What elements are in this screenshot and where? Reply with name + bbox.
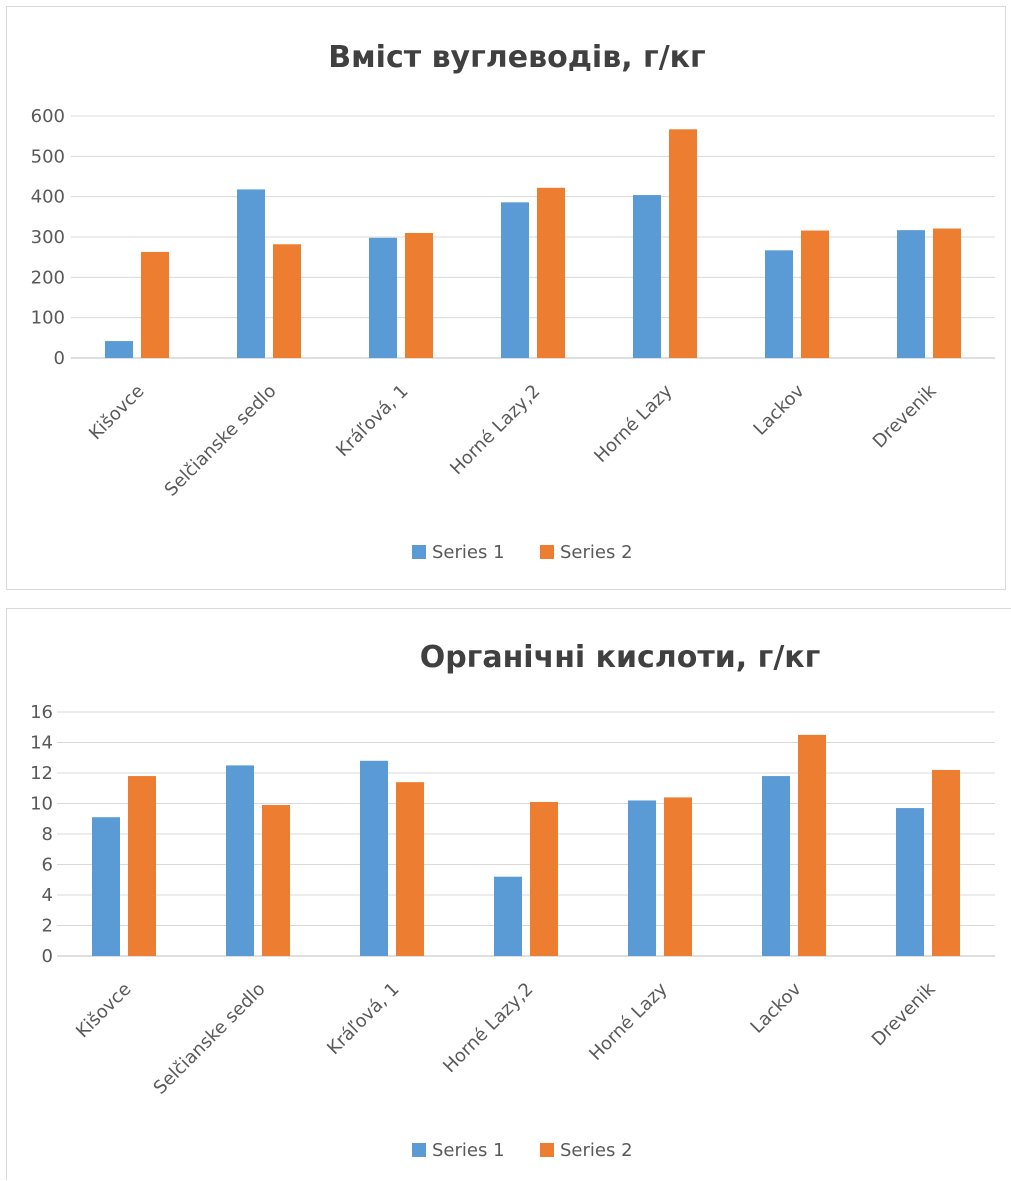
y-tick-label: 200: [31, 267, 65, 288]
bar-2: [530, 801, 558, 956]
bar-2: [262, 805, 290, 956]
legend-label: Series 1: [432, 542, 505, 563]
category-label: Drevenik: [868, 978, 940, 1050]
y-tick-label: 100: [31, 308, 65, 329]
y-tick-label: 0: [42, 946, 53, 967]
bar-2: [128, 776, 156, 956]
y-tick-label: 0: [54, 348, 65, 369]
bar-2: [801, 230, 829, 358]
organic-acids-chart: Органічні кислоти, г/кг 0 2 4 6 8 10 12 14 16 Kišo…: [6, 608, 1011, 1180]
organic-acids-chart-svg: Органічні кислоти, г/кг 0 2 4 6 8 10 12 14 16 Kišo…: [30, 640, 995, 1161]
bar-1: [765, 250, 793, 358]
bar-2: [405, 232, 433, 358]
bar-1: [105, 341, 133, 358]
bar-2: [669, 129, 697, 358]
bar-2: [933, 228, 961, 358]
legend-label: Series 2: [560, 542, 633, 563]
bar-2: [664, 797, 692, 956]
y-tick-label: 10: [30, 794, 53, 815]
y-tick-label: 4: [42, 885, 53, 906]
bar-1: [237, 189, 265, 358]
legend-entry: Series 2: [540, 542, 633, 563]
bar-2: [798, 734, 826, 956]
y-tick-label: 500: [31, 146, 65, 167]
category-label: Selčianske sedlo: [150, 979, 270, 1099]
category-label: Kráľová, 1: [332, 381, 412, 461]
carbohydrates-chart: Вміст вуглеводів, г/кг 0 100 200 300 400 500 60…: [6, 6, 1006, 590]
legend-swatch: [540, 1143, 554, 1157]
bar-1: [226, 765, 254, 956]
category-label: Horné Lazy,2: [446, 381, 544, 479]
y-tick-label: 300: [31, 227, 65, 248]
bar-2: [396, 782, 424, 956]
legend-swatch: [540, 545, 554, 559]
bar-1: [92, 817, 120, 956]
category-label: Horné Lazy,2: [439, 979, 537, 1077]
bar-1: [628, 800, 656, 956]
category-label: Horné Lazy: [590, 380, 677, 467]
category-label: Lackov: [750, 380, 809, 439]
category-label: Drevenik: [869, 380, 941, 452]
bar-1: [494, 876, 522, 956]
bar-2: [141, 251, 169, 358]
legend-swatch: [412, 545, 426, 559]
bar-2: [932, 769, 960, 956]
category-label: Lackov: [747, 978, 806, 1037]
legend-entry: Series 1: [412, 542, 505, 563]
y-tick-label: 8: [42, 824, 53, 845]
category-label: Selčianske sedlo: [161, 381, 281, 501]
legend-entry: Series 2: [540, 1140, 633, 1161]
y-tick-label: 12: [30, 763, 53, 784]
category-label: Kišovce: [72, 979, 136, 1043]
bar-1: [896, 808, 924, 956]
y-tick-label: 6: [42, 855, 53, 876]
bar-2: [537, 187, 565, 358]
bar-1: [633, 195, 661, 358]
carbohydrates-chart-svg: Вміст вуглеводів, г/кг 0 100 200 300 400 500 60…: [31, 40, 995, 563]
y-tick-label: 2: [42, 916, 53, 937]
bar-1: [369, 237, 397, 358]
chart-title: Вміст вуглеводів, г/кг: [328, 40, 705, 75]
bar-1: [360, 760, 388, 956]
category-label: Kráľová, 1: [323, 979, 403, 1059]
bar-1: [762, 776, 790, 956]
bar-1: [501, 202, 529, 358]
category-label: Horné Lazy: [585, 978, 672, 1065]
y-tick-label: 16: [30, 702, 53, 723]
chart-title: Органічні кислоти, г/кг: [420, 640, 821, 675]
legend-label: Series 2: [560, 1140, 633, 1161]
bar-1: [897, 230, 925, 358]
legend-label: Series 1: [432, 1140, 505, 1161]
y-tick-label: 600: [31, 106, 65, 127]
legend-entry: Series 1: [412, 1140, 505, 1161]
bar-2: [273, 244, 301, 358]
y-tick-label: 14: [30, 733, 53, 754]
y-tick-label: 400: [31, 187, 65, 208]
category-label: Kišovce: [85, 381, 149, 445]
legend-swatch: [412, 1143, 426, 1157]
